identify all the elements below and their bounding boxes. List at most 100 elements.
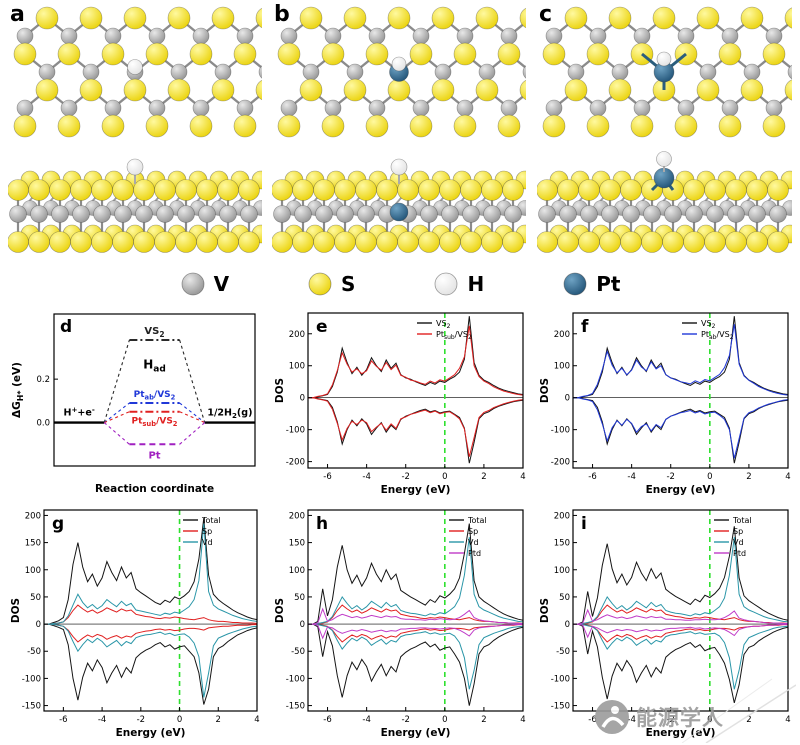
svg-text:h: h xyxy=(316,514,328,534)
svg-text:2: 2 xyxy=(481,715,486,725)
svg-text:100: 100 xyxy=(554,566,570,576)
svg-text:2: 2 xyxy=(216,715,221,725)
svg-text:-4: -4 xyxy=(362,715,370,725)
pdos-panel-i: -6 -4 -2 0 2 4 -150 -100 -50 0 50 100 150 200 Energy (… xyxy=(537,503,795,741)
dos-chart-g: -6 -4 -2 0 2 4 -150 -100 -50 0 50 100 150 200 Energy (… xyxy=(10,509,260,739)
svg-text:200: 200 xyxy=(554,511,570,521)
svg-text:Pt: Pt xyxy=(148,450,160,461)
svg-text:200: 200 xyxy=(289,511,305,521)
svg-text:4: 4 xyxy=(520,472,525,482)
svg-text:Ptsub/VS2: Ptsub/VS2 xyxy=(436,330,472,341)
svg-text:-4: -4 xyxy=(98,715,106,725)
svg-text:0: 0 xyxy=(36,620,41,630)
legend-item-v: V xyxy=(180,271,229,297)
svg-text:200: 200 xyxy=(554,330,570,340)
pt-atom-icon xyxy=(563,272,587,296)
s-atom-icon xyxy=(308,272,332,296)
svg-text:DOS: DOS xyxy=(274,378,286,403)
atom-legend: V S H Pt xyxy=(0,266,800,302)
svg-text:Energy (eV): Energy (eV) xyxy=(381,727,451,739)
svg-text:2: 2 xyxy=(481,472,486,482)
legend-item-pt: Pt xyxy=(562,271,620,297)
svg-text:0: 0 xyxy=(442,715,447,725)
svg-text:Energy (eV): Energy (eV) xyxy=(381,484,451,496)
watermark: 能源学人 xyxy=(586,671,796,743)
svg-text:-2: -2 xyxy=(401,715,409,725)
svg-text:0: 0 xyxy=(442,472,447,482)
svg-text:-150: -150 xyxy=(551,702,570,712)
free-energy-diagram-panel: 0.0 0.2 VS2 Had Ptab/VS2 Ptsub/VS2 Pt H++e- 1/2H… xyxy=(8,306,264,498)
svg-text:VS2: VS2 xyxy=(144,326,164,339)
svg-text:-50: -50 xyxy=(556,647,570,657)
dos-panel-f: -6 -4 -2 0 2 4 -200 -100 0 100 200 Energy (eV) DOS f V… xyxy=(537,306,795,498)
svg-text:50: 50 xyxy=(294,593,305,603)
svg-text:Total: Total xyxy=(201,516,221,525)
svg-text:-50: -50 xyxy=(27,647,41,657)
pdos-panel-g: -6 -4 -2 0 2 4 -150 -100 -50 0 50 100 150 200 Energy (… xyxy=(8,503,264,741)
svg-text:50: 50 xyxy=(30,593,41,603)
svg-text:150: 150 xyxy=(554,539,570,549)
structure-panel-a: a xyxy=(8,2,262,266)
dos-chart-h: -6 -4 -2 0 2 4 -150 -100 -50 0 50 100 150 200 Energy (… xyxy=(274,509,526,739)
svg-text:ΔGH* (eV): ΔGH* (eV) xyxy=(11,362,25,418)
svg-text:-2: -2 xyxy=(401,472,409,482)
svg-text:100: 100 xyxy=(554,362,570,372)
h-atom-icon xyxy=(435,272,458,296)
svg-text:0.0: 0.0 xyxy=(36,419,50,429)
svg-text:Ptd: Ptd xyxy=(733,549,746,558)
svg-text:Energy (eV): Energy (eV) xyxy=(116,727,186,739)
svg-text:200: 200 xyxy=(289,330,305,340)
svg-text:Ptd: Ptd xyxy=(468,549,481,558)
svg-text:Had: Had xyxy=(143,357,166,374)
svg-text:Vd: Vd xyxy=(468,538,479,547)
svg-text:50: 50 xyxy=(559,593,570,603)
svg-text:0: 0 xyxy=(565,394,570,404)
svg-text:-100: -100 xyxy=(22,674,41,684)
svg-text:Sp: Sp xyxy=(733,527,743,536)
svg-text:f: f xyxy=(581,317,589,337)
svg-text:Vd: Vd xyxy=(733,538,744,547)
svg-text:150: 150 xyxy=(289,539,305,549)
svg-text:-2: -2 xyxy=(137,715,145,725)
svg-text:Ptab/VS2: Ptab/VS2 xyxy=(701,330,734,341)
svg-text:-100: -100 xyxy=(551,674,570,684)
legend-item-h: H xyxy=(433,271,484,297)
svg-text:0: 0 xyxy=(300,620,305,630)
watermark-diagonal-line xyxy=(681,678,773,743)
svg-text:Energy (eV): Energy (eV) xyxy=(646,484,716,496)
svg-text:2: 2 xyxy=(746,715,751,725)
svg-text:4: 4 xyxy=(785,472,790,482)
svg-text:0: 0 xyxy=(707,715,712,725)
watermark-graphic: 能源学人 xyxy=(595,678,796,743)
svg-text:-2: -2 xyxy=(666,715,674,725)
svg-text:VS2: VS2 xyxy=(701,319,716,330)
legend-label-h: H xyxy=(467,272,485,296)
dos-chart-i: -6 -4 -2 0 2 4 -150 -100 -50 0 50 100 150 200 Energy (… xyxy=(539,509,791,739)
svg-text:-200: -200 xyxy=(551,458,570,468)
svg-text:-150: -150 xyxy=(286,702,305,712)
svg-text:Sp: Sp xyxy=(202,527,212,536)
crystal-side-view-a xyxy=(8,158,262,253)
svg-text:4: 4 xyxy=(785,715,790,725)
svg-text:DOS: DOS xyxy=(274,598,286,623)
crystal-top-view-c xyxy=(542,6,792,138)
pdos-panel-h: -6 -4 -2 0 2 4 -150 -100 -50 0 50 100 150 200 Energy (… xyxy=(272,503,530,741)
dos-chart-f: -6 -4 -2 0 2 4 -200 -100 0 100 200 Energy (eV) DOS f V… xyxy=(539,312,791,496)
svg-text:Total: Total xyxy=(467,516,487,525)
crystal-top-view-b xyxy=(277,6,526,138)
svg-text:-6: -6 xyxy=(588,472,596,482)
crystal-side-view-b xyxy=(272,158,526,253)
legend-label-s: S xyxy=(341,272,356,296)
free-energy-chart: 0.0 0.2 VS2 Had Ptab/VS2 Ptsub/VS2 Pt H++e- 1/2H… xyxy=(11,313,256,495)
svg-text:-150: -150 xyxy=(22,702,41,712)
watermark-text: 能源学人 xyxy=(636,706,724,730)
svg-text:100: 100 xyxy=(289,566,305,576)
panel-label-c: c xyxy=(539,2,553,27)
svg-text:0: 0 xyxy=(565,620,570,630)
svg-text:H++e-: H++e- xyxy=(63,405,94,419)
svg-text:d: d xyxy=(60,317,72,337)
svg-text:100: 100 xyxy=(289,362,305,372)
svg-text:-4: -4 xyxy=(627,472,635,482)
svg-text:Energy (eV): Energy (eV) xyxy=(646,727,716,739)
